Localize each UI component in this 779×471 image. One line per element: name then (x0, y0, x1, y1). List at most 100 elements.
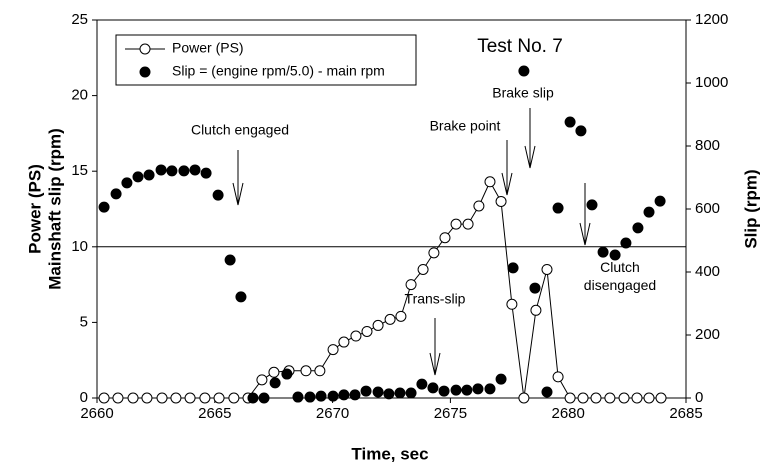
data-point (292, 391, 304, 403)
data-point (632, 222, 644, 234)
data-point (484, 176, 496, 188)
data-point (178, 165, 190, 177)
data-point (141, 392, 153, 404)
data-point (112, 392, 124, 404)
data-point (541, 263, 553, 275)
data-point (121, 177, 133, 189)
data-point (518, 65, 530, 77)
y2-tick-label: 600 (695, 200, 720, 217)
data-point (472, 383, 484, 395)
annotation-arrowhead (501, 172, 513, 196)
data-point (338, 336, 350, 348)
data-point (507, 262, 519, 274)
data-point (618, 392, 630, 404)
data-point (450, 218, 462, 230)
data-point (98, 392, 110, 404)
data-point (383, 388, 395, 400)
data-point (258, 392, 270, 404)
data-point (552, 202, 564, 214)
y-tick-label: 5 (80, 313, 88, 330)
y-axis-title: Power (PS) (25, 164, 44, 254)
data-point (212, 189, 224, 201)
data-point (604, 392, 616, 404)
data-point (518, 392, 530, 404)
data-point (247, 392, 259, 404)
x-tick-label: 2660 (80, 405, 113, 422)
annotation-arrowhead (429, 352, 441, 376)
legend-marker (139, 66, 151, 78)
data-point (461, 384, 473, 396)
data-point (156, 392, 168, 404)
annotation: Brake slip (492, 85, 554, 101)
y-tick-label: 25 (71, 11, 88, 28)
data-point (529, 282, 541, 294)
data-point (541, 386, 553, 398)
data-point (256, 374, 268, 386)
data-point (110, 188, 122, 200)
data-point (416, 378, 428, 390)
data-point (166, 165, 178, 177)
data-point (428, 247, 440, 259)
data-point (495, 195, 507, 207)
data-point (349, 389, 361, 401)
data-point (438, 385, 450, 397)
data-point (170, 392, 182, 404)
x-tick-label: 2665 (198, 405, 231, 422)
annotation: Brake point (430, 118, 501, 134)
annotation: Clutch engaged (191, 122, 289, 138)
x-tick-label: 2680 (552, 405, 585, 422)
data-point (155, 164, 167, 176)
data-point (654, 195, 666, 207)
data-point (395, 310, 407, 322)
annotation: Clutch disengaged (584, 259, 656, 293)
legend-marker (139, 43, 151, 55)
annotation-arrowhead (579, 222, 591, 246)
y2-tick-label: 400 (695, 263, 720, 280)
x-axis-title: Time, sec (351, 444, 428, 463)
data-point (199, 392, 211, 404)
data-point (473, 200, 485, 212)
annotation-arrowhead (232, 182, 244, 206)
data-point (577, 392, 589, 404)
data-point (643, 206, 655, 218)
annotation: Trans-slip (405, 291, 466, 307)
chart-title: Test No. 7 (477, 36, 563, 57)
data-point (132, 171, 144, 183)
y2-tick-label: 1200 (695, 11, 728, 28)
data-point (372, 319, 384, 331)
data-point (643, 392, 655, 404)
data-point (450, 384, 462, 396)
series-line (104, 180, 662, 399)
y-axis-title: Mainshaft slip (rpm) (45, 128, 64, 290)
data-point (268, 366, 280, 378)
legend-label: Slip = (engine rpm/5.0) - main rpm (172, 63, 385, 79)
y2-tick-label: 0 (695, 389, 703, 406)
data-point (655, 392, 667, 404)
data-point (586, 199, 598, 211)
x-tick-label: 2675 (434, 405, 467, 422)
legend-box (115, 34, 417, 86)
data-point (361, 325, 373, 337)
data-point (372, 386, 384, 398)
data-point (304, 391, 316, 403)
data-point (315, 390, 327, 402)
data-point (530, 304, 542, 316)
data-point (269, 377, 281, 389)
annotation-arrowhead (524, 145, 536, 169)
data-point (327, 390, 339, 402)
y-tick-label: 0 (80, 389, 88, 406)
data-point (314, 365, 326, 377)
data-point (327, 344, 339, 356)
data-point (300, 365, 312, 377)
data-point (405, 279, 417, 291)
x-tick-label: 2685 (669, 405, 702, 422)
data-point (564, 116, 576, 128)
data-point (281, 368, 293, 380)
data-point (98, 201, 110, 213)
data-point (350, 330, 362, 342)
y-tick-label: 15 (71, 162, 88, 179)
data-point (462, 218, 474, 230)
data-point (495, 373, 507, 385)
data-point (552, 371, 564, 383)
